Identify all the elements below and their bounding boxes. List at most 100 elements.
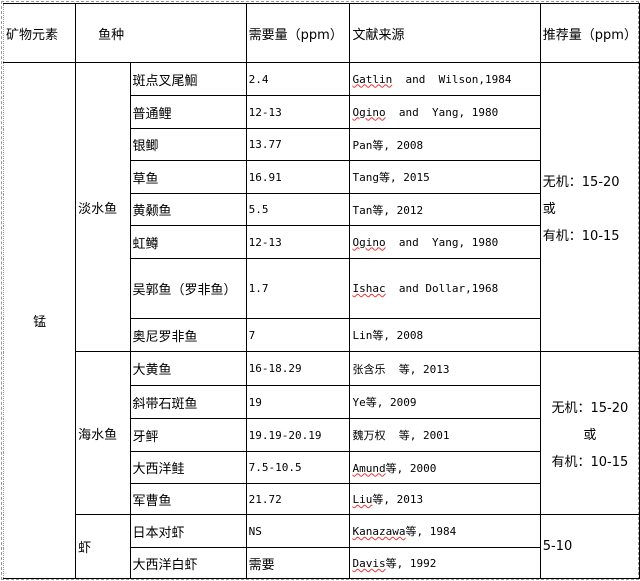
table-row: 吴郭鱼（罗非鱼） 1.7 Ishac and Dollar,1968	[4, 258, 640, 319]
recommended-line: 或	[542, 201, 556, 217]
species-cell: 大黄鱼	[129, 351, 247, 386]
requirement-cell: 19.19-20.19	[245, 418, 351, 452]
species-cell: 日本对虾	[129, 514, 247, 548]
source-cell: Ogino and Yang, 1980	[349, 95, 541, 129]
source-rest: and Dollar,1968	[385, 282, 499, 295]
source-cell: Gatlin and Wilson,1984	[349, 62, 541, 96]
source-cell: Amund等, 2000	[349, 451, 541, 484]
table-row: 银鲫 13.77 Pan等, 2008	[4, 128, 640, 161]
recommended-line: 无机：15-20	[542, 174, 620, 190]
source-author: 魏万权	[352, 429, 386, 442]
species-cell: 牙鲆	[129, 418, 247, 452]
recommended-cell: 无机：15-20 或有机：10-15	[539, 62, 640, 352]
source-cell: Ishac and Dollar,1968	[349, 258, 541, 319]
source-author: 张含乐	[352, 362, 386, 376]
source-rest: 等, 2013	[372, 493, 424, 506]
species-cell: 军曹鱼	[129, 483, 247, 515]
table-row: 草鱼 16.91 Tang等, 2015	[4, 160, 640, 194]
table-row: 海水鱼 大黄鱼 16-18.29 张含乐 等, 2013 无机：15-20 或有机：10-…	[4, 351, 640, 515]
recommended-line: 有机：10-15	[551, 454, 629, 470]
source-cell: Lin等, 2008	[349, 318, 541, 352]
species-cell: 吴郭鱼（罗非鱼）	[129, 258, 247, 319]
group-name: 虾	[75, 514, 131, 579]
source-author: Tang	[352, 171, 379, 184]
table-row: 军曹鱼 21.72 Liu等, 2013	[4, 483, 640, 515]
source-cell: Tang等, 2015	[349, 160, 541, 194]
source-rest: 等, 2008	[372, 138, 424, 152]
requirement-cell: 2.4	[245, 62, 351, 96]
recommended-line: 5-10	[542, 539, 573, 554]
source-author: Liu	[352, 493, 373, 506]
header-requirement: 需要量（ppm）	[245, 3, 351, 63]
element-cell: 锰	[2, 62, 77, 579]
source-cell: Kanazawa等, 1984	[349, 514, 541, 548]
table-row: 虾日本对虾 NS Kanazawa等, 1984 5-10	[4, 514, 640, 579]
source-cell: 张含乐 等, 2013	[349, 351, 541, 386]
recommended-line: 有机：10-15	[542, 228, 620, 244]
source-author: Davis	[352, 557, 386, 570]
species-cell: 草鱼	[129, 160, 247, 194]
species-cell: 斜带石斑鱼	[129, 385, 247, 419]
species-cell: 虹鳟	[129, 225, 247, 259]
header-recommended: 推荐量（ppm）	[539, 3, 640, 63]
requirement-cell: 需要	[245, 547, 351, 579]
source-rest: 等, 2012	[372, 203, 424, 217]
source-author: Ogino	[352, 105, 386, 119]
recommended-line: 或	[583, 427, 597, 443]
source-rest: and Wilson,1984	[392, 72, 512, 86]
source-rest: 等, 2015	[378, 171, 430, 184]
table-row: 大西洋白虾 需要 Davis等, 1992	[4, 547, 640, 579]
requirement-cell: 7.5-10.5	[245, 451, 351, 484]
requirement-cell: 16.91	[245, 160, 351, 194]
species-cell: 大西洋鲑	[129, 451, 247, 484]
table-row: 斜带石斑鱼 19 Ye等, 2009	[4, 385, 640, 419]
species-cell: 大西洋白虾	[129, 547, 247, 579]
source-rest: 等, 2013	[385, 362, 450, 376]
source-rest: and Yang, 1980	[385, 105, 499, 119]
source-cell: Ogino and Yang, 1980	[349, 225, 541, 259]
source-cell: Ye等, 2009	[349, 385, 541, 419]
header-source: 文献来源	[349, 3, 541, 63]
recommended-line: 无机：15-20	[551, 400, 629, 416]
species-cell: 普通鲤	[129, 95, 247, 129]
table-row: 普通鲤 12-13 Ogino and Yang, 1980	[4, 95, 640, 129]
source-author: Kanazawa	[352, 525, 406, 538]
table-row: 大西洋鲑 7.5-10.5 Amund等, 2000	[4, 451, 640, 484]
source-cell: Tan等, 2012	[349, 193, 541, 226]
requirement-cell: 12-13	[245, 95, 351, 129]
recommended-cell: 5-10	[539, 514, 640, 579]
group-name: 海水鱼	[75, 351, 131, 515]
source-rest: 等, 2009	[365, 396, 417, 409]
requirement-cell: 16-18.29	[245, 351, 351, 386]
requirement-cell: 19	[245, 385, 351, 419]
source-cell: 魏万权 等, 2001	[349, 418, 541, 452]
requirement-cell: NS	[245, 514, 351, 548]
header-element: 矿物元素	[2, 3, 77, 63]
table-row: 虹鳟 12-13 Ogino and Yang, 1980	[4, 225, 640, 259]
source-author: Lin	[352, 329, 373, 342]
source-cell: Liu等, 2013	[349, 483, 541, 515]
table-row: 牙鲆 19.19-20.19 魏万权 等, 2001	[4, 418, 640, 452]
table-row: 锰淡水鱼 斑点叉尾鮰 2.4 Gatlin and Wilson,1984 无机：15-…	[2, 62, 640, 579]
source-rest: 等, 1992	[385, 557, 437, 570]
manganese-requirement-table: 矿物元素 鱼种 需要量（ppm） 文献来源 推荐量（ppm） 锰淡水鱼 斑点叉尾鮰…	[2, 3, 640, 579]
group-name: 淡水鱼	[75, 62, 131, 352]
source-cell: Davis等, 1992	[349, 547, 541, 579]
source-rest: 等, 2001	[385, 429, 450, 442]
source-cell: Pan等, 2008	[349, 128, 541, 161]
requirement-cell: 12-13	[245, 225, 351, 259]
header-row: 矿物元素 鱼种 需要量（ppm） 文献来源 推荐量（ppm）	[2, 3, 640, 63]
species-cell: 斑点叉尾鮰	[129, 62, 247, 96]
requirement-cell: 5.5	[245, 193, 351, 226]
table-row: 黄颡鱼 5.5 Tan等, 2012	[4, 193, 640, 226]
source-rest: 等, 2008	[372, 329, 424, 342]
recommended-cell: 无机：15-20 或有机：10-15	[539, 351, 640, 515]
species-cell: 奥尼罗非鱼	[129, 318, 247, 352]
requirement-cell: 1.7	[245, 258, 351, 319]
table-row: 奥尼罗非鱼 7 Lin等, 2008	[4, 318, 640, 352]
species-cell: 黄颡鱼	[129, 193, 247, 226]
header-species: 鱼种	[75, 3, 247, 63]
source-author: Ogino	[352, 235, 386, 249]
source-rest: 等, 2000	[385, 461, 437, 475]
source-author: Gatlin	[352, 72, 393, 86]
